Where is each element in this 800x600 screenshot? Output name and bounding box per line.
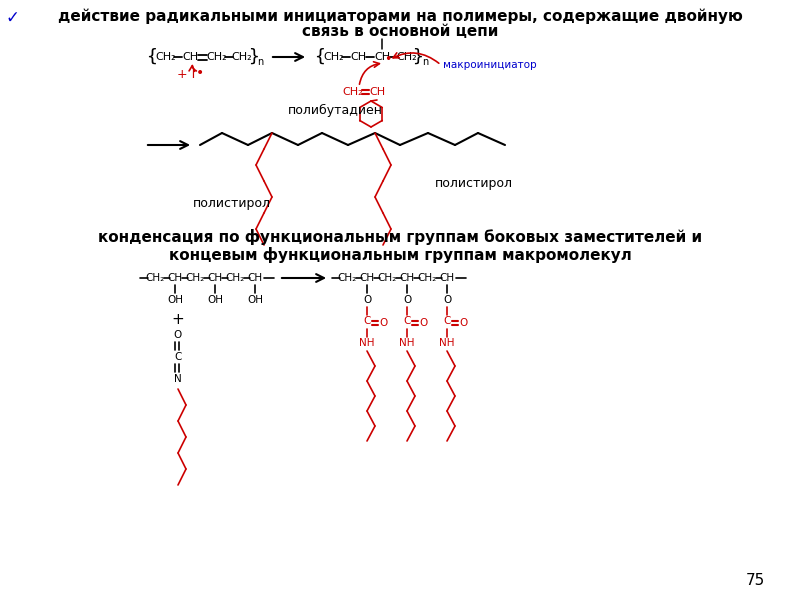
Text: }: } [247,48,258,66]
Text: связь в основной цепи: связь в основной цепи [302,24,498,39]
Text: CH₂: CH₂ [342,87,363,97]
Text: •: • [384,52,392,65]
Text: 75: 75 [746,573,765,588]
Text: C: C [174,352,182,362]
Text: O: O [420,318,428,328]
Text: CH: CH [350,52,366,62]
Text: n: n [257,57,263,67]
Text: O: O [403,295,411,305]
Text: полистирол: полистирол [435,176,513,190]
Text: CH: CH [359,273,374,283]
Text: O: O [174,330,182,340]
Text: O: O [460,318,468,328]
Text: CH: CH [207,273,222,283]
Text: макроинициатор: макроинициатор [443,60,537,70]
Text: O: O [443,295,451,305]
Text: CH₂: CH₂ [324,52,344,62]
Text: действие радикальными инициаторами на полимеры, содержащие двойную: действие радикальными инициаторами на по… [58,9,742,25]
Text: +: + [172,313,184,328]
Text: CH₂: CH₂ [232,52,252,62]
Text: OH: OH [207,295,223,305]
Text: CH₂: CH₂ [338,273,357,283]
Text: C: C [403,316,410,326]
Text: OH: OH [167,295,183,305]
Text: O: O [363,295,371,305]
Text: CH₂: CH₂ [226,273,245,283]
Text: CH: CH [374,52,390,62]
Text: + I: + I [177,68,195,82]
Text: {: { [314,48,326,66]
Text: NH: NH [359,338,374,348]
Text: CH: CH [399,273,414,283]
Text: CH₂: CH₂ [146,273,165,283]
Text: CH: CH [439,273,454,283]
Text: {: { [146,48,158,66]
Text: CH₂: CH₂ [378,273,397,283]
Text: CH: CH [369,87,385,97]
Text: конденсация по функциональным группам боковых заместителей и: конденсация по функциональным группам бо… [98,229,702,245]
Text: CH₂: CH₂ [156,52,176,62]
Text: CH₂: CH₂ [186,273,205,283]
Text: CH₂: CH₂ [418,273,437,283]
Text: концевым функциональным группам макромолекул: концевым функциональным группам макромол… [169,247,631,263]
Text: ✓: ✓ [5,9,19,27]
Text: CH: CH [247,273,262,283]
Text: NH: NH [439,338,454,348]
Text: C: C [443,316,450,326]
Text: CH₂: CH₂ [206,52,227,62]
Text: полибутадиен: полибутадиен [287,104,382,117]
Text: CH: CH [182,52,198,62]
Text: NH: NH [399,338,414,348]
Text: OH: OH [247,295,263,305]
Text: •: • [196,66,204,80]
Text: }: } [413,48,423,66]
Text: N: N [174,374,182,384]
Text: O: O [380,318,388,328]
Text: C: C [363,316,370,326]
Text: CH: CH [167,273,182,283]
Text: полистирол: полистирол [193,196,271,209]
Text: CH₂: CH₂ [397,52,418,62]
Text: n: n [422,57,428,67]
